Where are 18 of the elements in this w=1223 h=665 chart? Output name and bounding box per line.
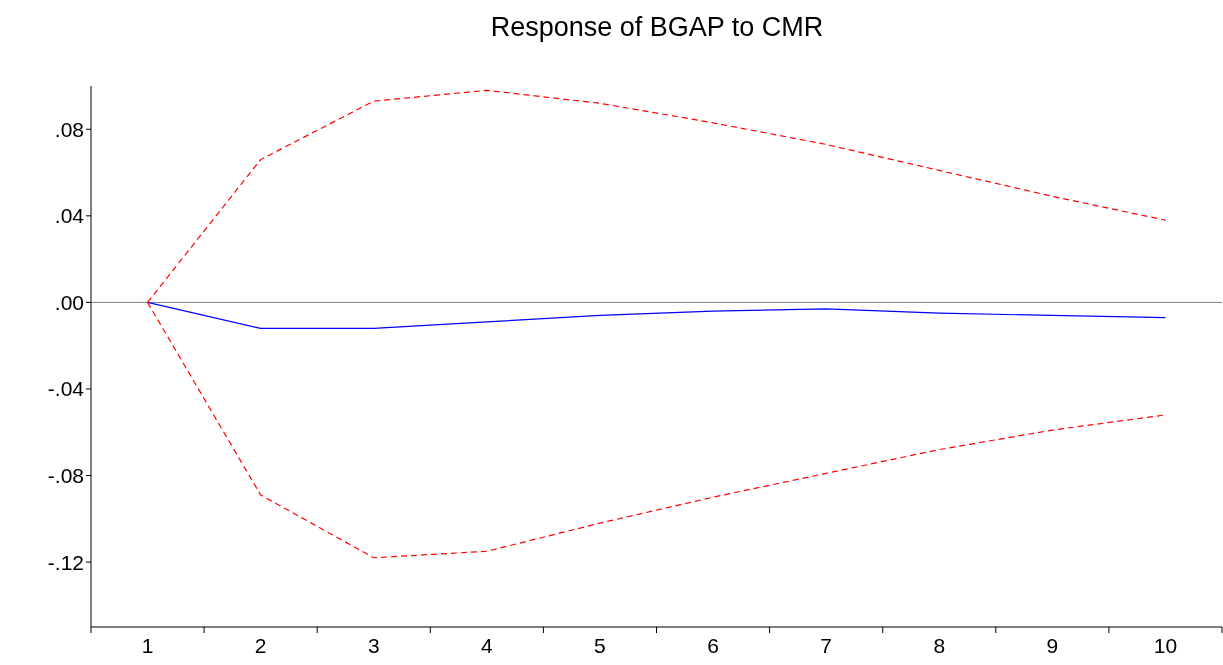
chart-title: Response of BGAP to CMR <box>489 12 825 43</box>
y-tick-label: -.12 <box>47 550 84 574</box>
x-tick-label: 10 <box>1153 634 1178 657</box>
y-tick-label: .00 <box>54 290 84 314</box>
x-tick-label: 4 <box>481 634 494 657</box>
y-tick-label: .08 <box>54 117 84 141</box>
x-tick-label: 6 <box>707 634 719 657</box>
y-tick-label: -.08 <box>47 464 84 488</box>
x-tick-label: 5 <box>594 634 606 657</box>
x-tick-label: 7 <box>820 634 832 657</box>
x-tick-label: 9 <box>1046 634 1059 657</box>
x-tick-label: 3 <box>367 634 380 657</box>
line-series <box>146 301 1167 329</box>
x-tick-label: 8 <box>933 634 946 657</box>
x-tick-label: 1 <box>141 634 154 657</box>
x-tick-label: 2 <box>254 634 267 657</box>
y-tick-label: .04 <box>54 204 85 228</box>
y-tick-label: -.04 <box>47 377 85 401</box>
